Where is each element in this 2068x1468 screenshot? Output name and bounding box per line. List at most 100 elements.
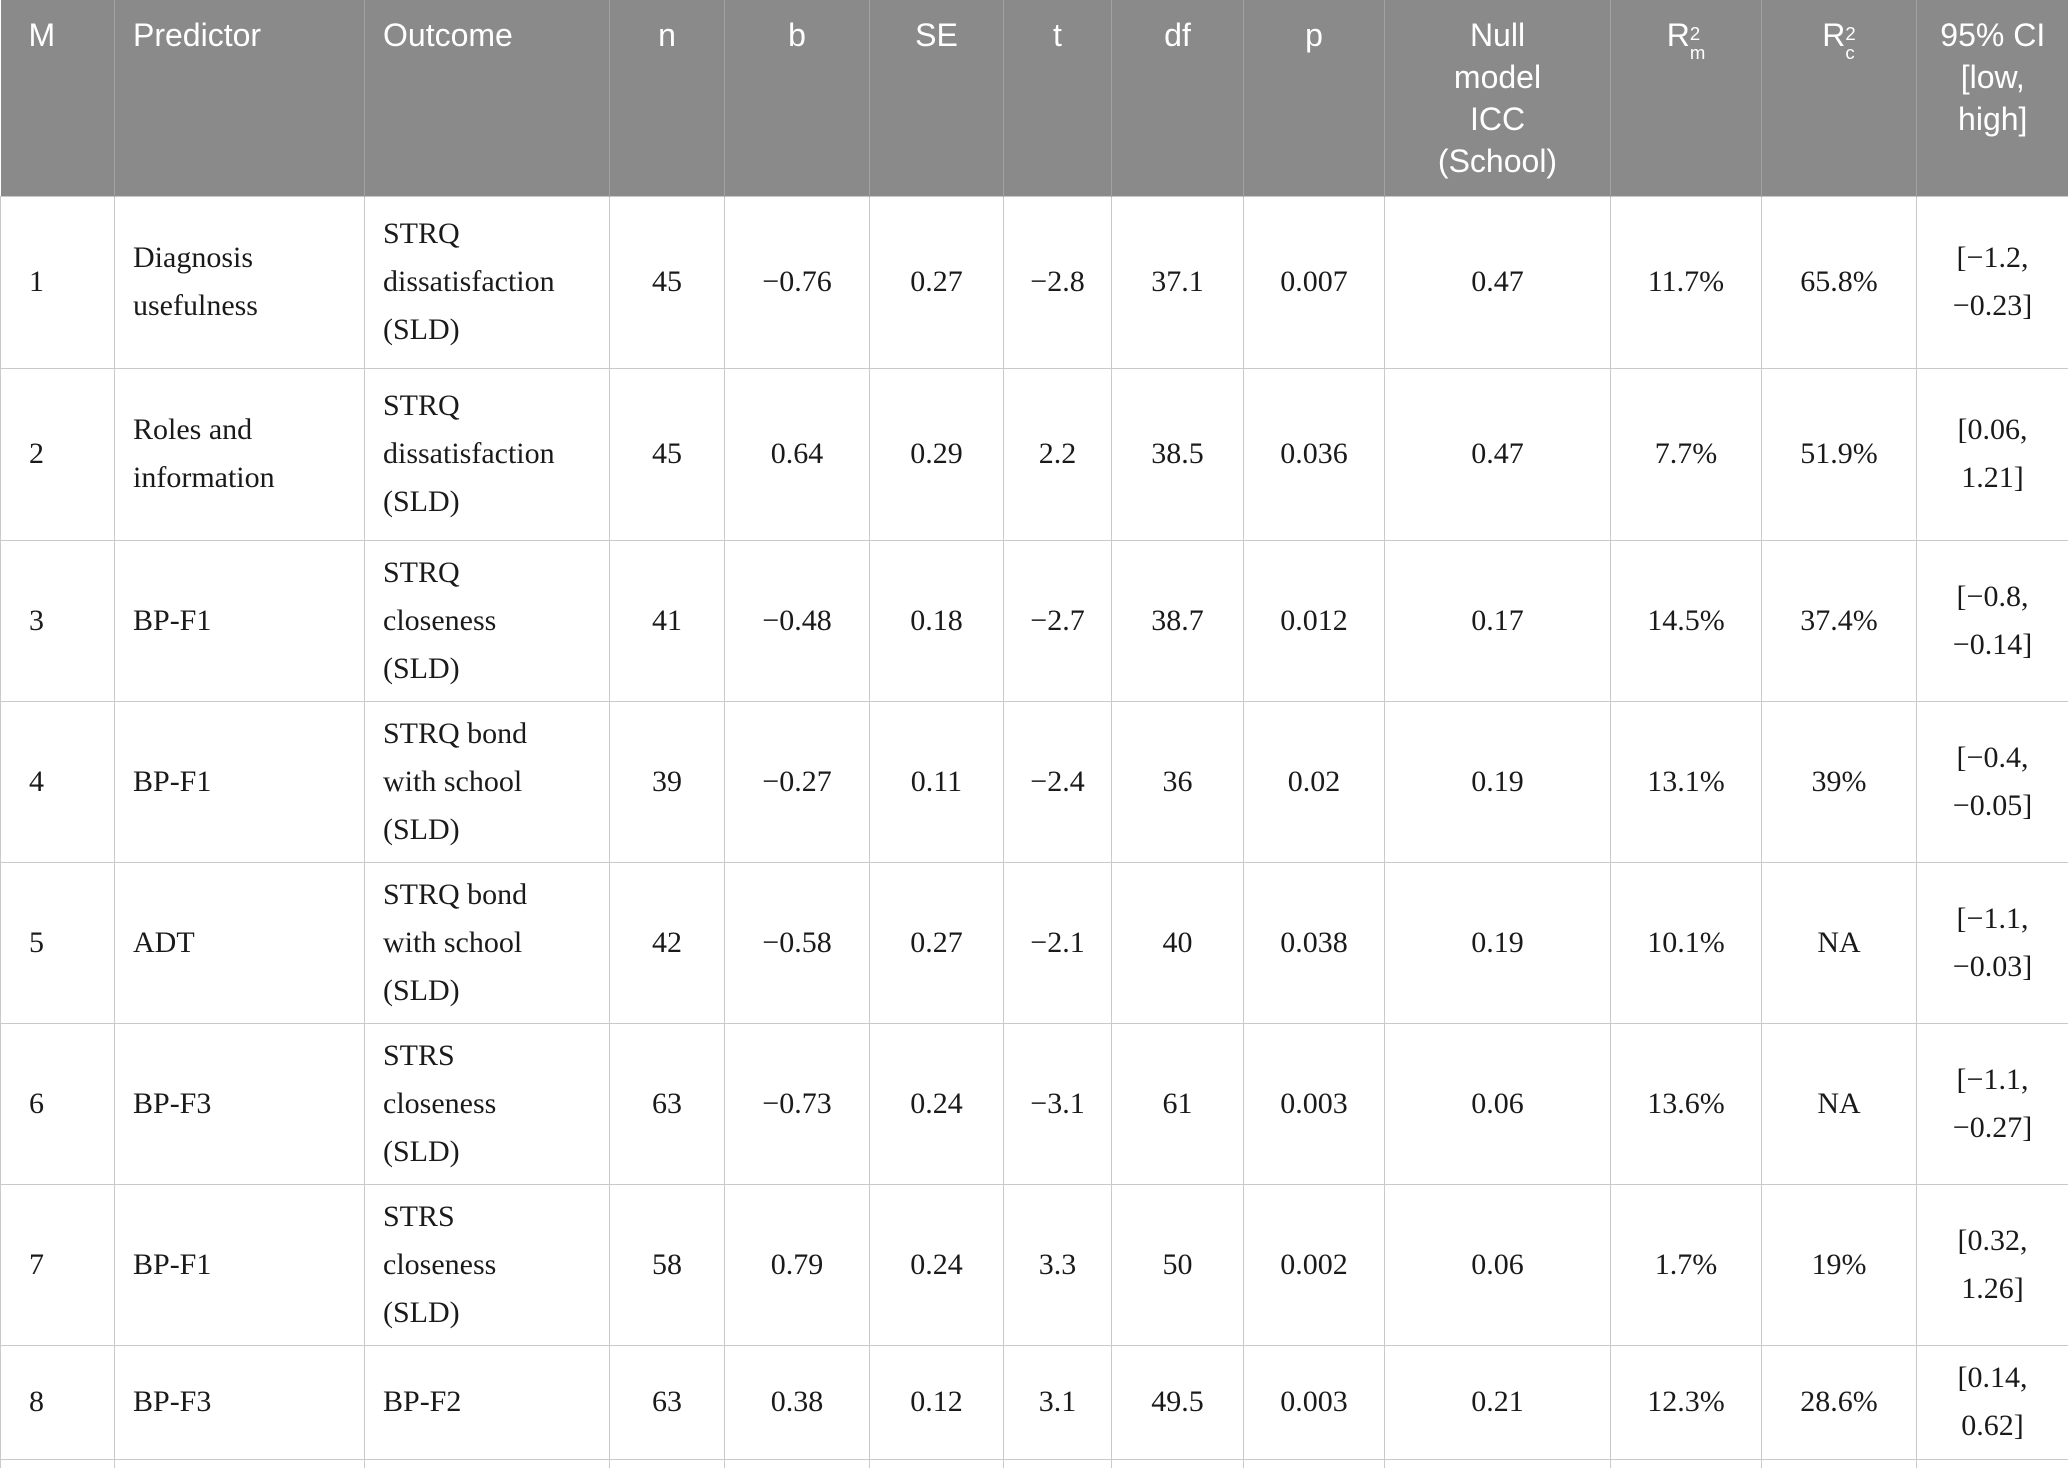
cell-predictor: BP-F3 <box>114 1344 365 1460</box>
col-n: n <box>609 0 725 196</box>
cell-n: 42 <box>609 861 725 1024</box>
cell-predictor: BP-F3 <box>114 1022 365 1185</box>
cell-t: 2.2 <box>1003 367 1112 541</box>
cell-r2m: 13.6% <box>1610 1022 1762 1185</box>
cell-df: 38.5 <box>1111 367 1244 541</box>
cell-n: 64 <box>609 1458 725 1468</box>
cell-se: 0.29 <box>869 367 1004 541</box>
cell-n: 45 <box>609 367 725 541</box>
cell-p: 0.033 <box>1243 1458 1385 1468</box>
cell-m: 7 <box>0 1183 115 1346</box>
cell-p: 0.012 <box>1243 539 1385 702</box>
cell-r2m: 11.7% <box>1610 195 1762 369</box>
cell-icc: 0.19 <box>1384 861 1611 1024</box>
cell-n: 41 <box>609 539 725 702</box>
table-row: 7 BP-F1 STRS closeness (SLD) 58 0.79 0.2… <box>0 1183 2068 1346</box>
cell-r2m: 7% <box>1610 1458 1762 1468</box>
r2c-sup: 2 <box>1845 22 1856 44</box>
cell-r2m: 7.7% <box>1610 367 1762 541</box>
cell-t: −2.4 <box>1003 700 1112 863</box>
cell-icc: 0.06 <box>1384 1022 1611 1185</box>
cell-outcome: STRQ dissatisfaction (SLD) <box>364 195 610 369</box>
cell-icc: 0.47 <box>1384 367 1611 541</box>
cell-df: 61.5 <box>1111 1458 1244 1468</box>
col-m: M <box>0 0 115 196</box>
cell-df: 50 <box>1111 1183 1244 1346</box>
r2m-sub: m <box>1689 42 1706 63</box>
table-row: 2 Roles and information STRQ dissatisfac… <box>0 367 2068 541</box>
cell-df: 61 <box>1111 1022 1244 1185</box>
cell-se: 0.11 <box>869 700 1004 863</box>
col-b: b <box>724 0 870 196</box>
table-row: 9 ADT STRS dependency 64 0.48 0.22 2.2 6… <box>0 1458 2068 1468</box>
col-df: df <box>1111 0 1244 196</box>
cell-r2m: 13.1% <box>1610 700 1762 863</box>
cell-outcome: STRQ dissatisfaction (SLD) <box>364 367 610 541</box>
cell-se: 0.18 <box>869 539 1004 702</box>
col-p: p <box>1243 0 1385 196</box>
cell-outcome: STRQ bond with school (SLD) <box>364 861 610 1024</box>
cell-icc: 0.17 <box>1384 539 1611 702</box>
cell-p: 0.007 <box>1243 195 1385 369</box>
cell-m: 5 <box>0 861 115 1024</box>
cell-df: 37.1 <box>1111 195 1244 369</box>
col-se: SE <box>869 0 1004 196</box>
cell-t: −2.8 <box>1003 195 1112 369</box>
cell-predictor: BP-F1 <box>114 700 365 863</box>
cell-predictor: Roles and information <box>114 367 365 541</box>
cell-b: 0.79 <box>724 1183 870 1346</box>
cell-df: 49.5 <box>1111 1344 1244 1460</box>
cell-r2m: 10.1% <box>1610 861 1762 1024</box>
cell-t: −2.7 <box>1003 539 1112 702</box>
cell-b: 0.48 <box>724 1458 870 1468</box>
cell-b: −0.73 <box>724 1022 870 1185</box>
cell-ci: [0.32, 1.26] <box>1916 1183 2068 1346</box>
cell-n: 63 <box>609 1022 725 1185</box>
cell-m: 8 <box>0 1344 115 1460</box>
cell-predictor: BP-F1 <box>114 539 365 702</box>
cell-ci: [−1.1, −0.27] <box>1916 1022 2068 1185</box>
cell-r2c: NA <box>1761 861 1917 1024</box>
cell-n: 63 <box>609 1344 725 1460</box>
cell-df: 38.7 <box>1111 539 1244 702</box>
cell-icc: 0.06 <box>1384 1183 1611 1346</box>
cell-n: 39 <box>609 700 725 863</box>
cell-se: 0.12 <box>869 1344 1004 1460</box>
cell-r2c: 10.1% <box>1761 1458 1917 1468</box>
cell-ci: [−1.1, −0.03] <box>1916 861 2068 1024</box>
cell-p: 0.003 <box>1243 1022 1385 1185</box>
cell-predictor: ADT <box>114 1458 365 1468</box>
cell-ci: [0.14, 0.62] <box>1916 1344 2068 1460</box>
cell-ci: [0.06, 1.21] <box>1916 367 2068 541</box>
cell-m: 2 <box>0 367 115 541</box>
cell-r2c: 19% <box>1761 1183 1917 1346</box>
col-outcome: Outcome <box>364 0 610 196</box>
cell-t: −3.1 <box>1003 1022 1112 1185</box>
cell-t: −2.1 <box>1003 861 1112 1024</box>
r2c-sub: c <box>1845 42 1855 63</box>
cell-r2c: 65.8% <box>1761 195 1917 369</box>
table-row: 4 BP-F1 STRQ bond with school (SLD) 39 −… <box>0 700 2068 863</box>
cell-r2c: 39% <box>1761 700 1917 863</box>
cell-r2m: 12.3% <box>1610 1344 1762 1460</box>
cell-b: −0.76 <box>724 195 870 369</box>
cell-df: 36 <box>1111 700 1244 863</box>
col-t: t <box>1003 0 1112 196</box>
cell-icc: 0.47 <box>1384 195 1611 369</box>
cell-p: 0.038 <box>1243 861 1385 1024</box>
cell-m: 1 <box>0 195 115 369</box>
cell-ci: [−0.4, −0.05] <box>1916 700 2068 863</box>
cell-se: 0.27 <box>869 195 1004 369</box>
table-row: 1 Diagnosis usefulness STRQ dissatisfact… <box>0 195 2068 369</box>
cell-t: 3.1 <box>1003 1344 1112 1460</box>
cell-predictor: Diagnosis usefulness <box>114 195 365 369</box>
cell-icc: 0.21 <box>1384 1344 1611 1460</box>
table-row: 8 BP-F3 BP-F2 63 0.38 0.12 3.1 49.5 0.00… <box>0 1344 2068 1460</box>
cell-outcome: STRS closeness (SLD) <box>364 1022 610 1185</box>
col-predictor: Predictor <box>114 0 365 196</box>
cell-predictor: ADT <box>114 861 365 1024</box>
cell-icc: 0* <box>1384 1458 1611 1468</box>
